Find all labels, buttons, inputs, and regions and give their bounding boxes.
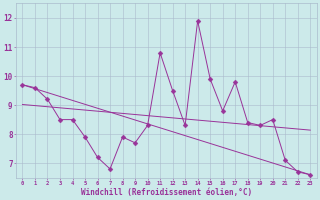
- X-axis label: Windchill (Refroidissement éolien,°C): Windchill (Refroidissement éolien,°C): [81, 188, 252, 197]
